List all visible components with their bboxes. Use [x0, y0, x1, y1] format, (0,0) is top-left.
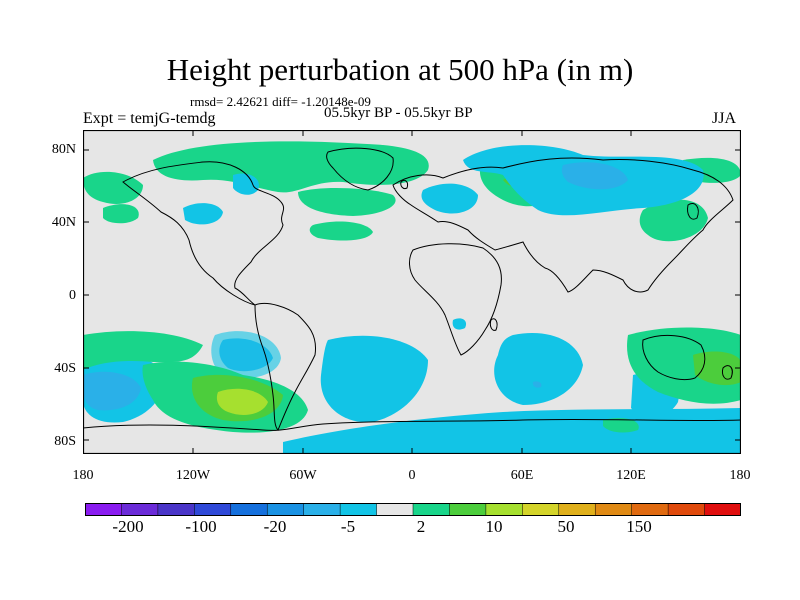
lon-label-180e: 180: [729, 468, 751, 483]
colorbar-label-2: 2: [416, 517, 426, 536]
coast-newzealand: [722, 365, 733, 380]
colorbar-cell: [230, 503, 268, 516]
colorbar-label-neg5: -5: [340, 517, 356, 536]
contour-neg-indian-small: [452, 318, 467, 330]
lat-label-40s: 40S: [54, 361, 76, 376]
colorbar-label-neg100: -100: [185, 517, 217, 536]
colorbar-cell: [339, 503, 378, 516]
contour-pos-wpacific-small: [103, 204, 139, 224]
lon-label-180w: 180: [72, 468, 94, 483]
colorbar-cell: [376, 503, 414, 516]
coast-australia: [642, 334, 706, 381]
colorbar-label-150: 150: [626, 517, 652, 536]
coast-uk: [400, 179, 408, 189]
coast-madagascar: [489, 318, 498, 331]
lat-label-40n: 40N: [51, 215, 76, 230]
colorbar-label-neg20: -20: [263, 517, 287, 536]
height-map: [83, 130, 741, 454]
colorbar-cell: [485, 503, 524, 516]
contour-neg-europe: [421, 183, 478, 214]
stats-text: rmsd= 2.42621 diff= -1.20148e-09: [190, 94, 371, 109]
colorbar-cell: [194, 503, 232, 516]
lon-label-60e: 60E: [510, 468, 534, 483]
contour-neg-madagascar: [532, 381, 542, 388]
colorbar-label-10: 10: [485, 517, 503, 536]
lon-label-0: 0: [408, 468, 416, 483]
contour-neg-spacific-inner: [83, 371, 141, 411]
coast-north-america: [122, 161, 285, 306]
colorbar-cell: [449, 503, 487, 516]
contour-pos-japan: [639, 199, 708, 242]
lon-label-60w: 60W: [289, 468, 317, 483]
period-label: 05.5kyr BP - 05.5kyr BP: [324, 105, 473, 121]
colorbar-cell: [558, 503, 596, 516]
colorbar-cell: [85, 503, 123, 516]
lat-label-80n: 80N: [51, 142, 76, 157]
contour-pos-natlantic: [309, 221, 373, 241]
contour-neg-chile-outer: [211, 331, 281, 379]
contour-pos-spacific-core: [216, 388, 268, 415]
colorbar-cell: [522, 503, 560, 516]
contour-pos-greenland: [153, 141, 429, 193]
colorbar-cell: [667, 503, 706, 516]
colorbar-cell: [121, 503, 159, 516]
colorbar-label-neg200: -200: [112, 517, 144, 536]
lon-label-120e: 120E: [616, 468, 646, 483]
contour-neg-camerica: [233, 173, 259, 195]
contour-neg-indian: [494, 333, 583, 405]
contour-neg-satlantic: [320, 335, 428, 423]
coast-japan: [687, 203, 699, 220]
contour-pos-australia: [627, 327, 741, 404]
lon-label-120w: 120W: [175, 468, 211, 483]
colorbar-cell: [303, 503, 341, 516]
colorbar-cell: [631, 503, 669, 516]
contour-neg-pacific: [183, 203, 223, 225]
colorbar-label-50: 50: [557, 517, 575, 536]
coast-greenland: [326, 147, 394, 191]
colorbar-cell: [594, 503, 633, 516]
colorbar-cell: [704, 503, 741, 516]
coast-south-america: [254, 302, 317, 431]
colorbar-cell: [266, 503, 305, 516]
lat-label-80s: 80S: [54, 434, 76, 449]
coast-europe-asia: [392, 157, 734, 293]
colorbar: [85, 503, 741, 516]
coast-antarctica: [83, 418, 741, 431]
axis-ticks: [83, 130, 741, 454]
coastlines: [83, 147, 741, 431]
lat-label-eq: 0: [69, 288, 76, 303]
coast-africa: [409, 243, 502, 356]
contour-pos-atlantic: [298, 188, 396, 216]
plot-title: Height perturbation at 500 hPa (in m): [166, 52, 634, 87]
experiment-label: Expt = temjG-temdg: [83, 110, 216, 127]
colorbar-cell: [157, 503, 196, 516]
contour-neg-eurasia-inner: [561, 162, 628, 190]
contour-pos-southern-small: [603, 418, 639, 433]
contour-pos-spacific-ring: [83, 331, 203, 370]
colorbar-cell: [412, 503, 451, 516]
season-label: JJA: [712, 110, 737, 127]
contour-fills: [83, 141, 741, 454]
